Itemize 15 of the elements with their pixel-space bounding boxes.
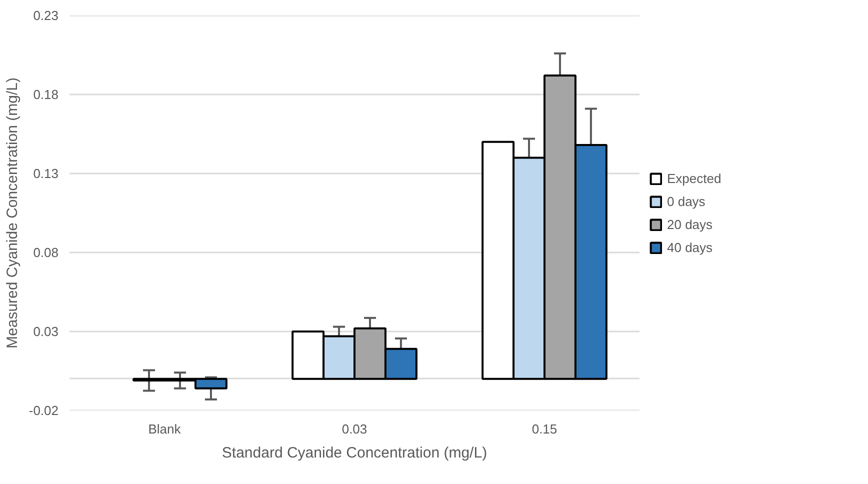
legend-label: 20 days	[667, 216, 713, 232]
y-tick-label: 0.23	[33, 8, 59, 23]
x-tick-label: 0.15	[532, 422, 558, 436]
y-tick-label: 0.03	[33, 324, 59, 339]
y-axis-title: Measured Cyanide Concentration (mg/L)	[4, 78, 21, 348]
x-tick-label: 0.03	[342, 422, 368, 436]
legend-label: 40 days	[667, 240, 713, 254]
legend-label: Expected	[667, 170, 722, 186]
y-tick-label: 0.08	[33, 245, 59, 260]
y-tick-label: 0.18	[33, 87, 59, 102]
y-tick-label: 0.13	[33, 166, 59, 181]
y-tick-label: -0.02	[28, 403, 59, 418]
legend-label: 0 days	[667, 194, 706, 208]
x-axis-title: Standard Cyanide Concentration (mg/L)	[222, 444, 488, 462]
x-tick-label: Blank	[148, 422, 182, 436]
